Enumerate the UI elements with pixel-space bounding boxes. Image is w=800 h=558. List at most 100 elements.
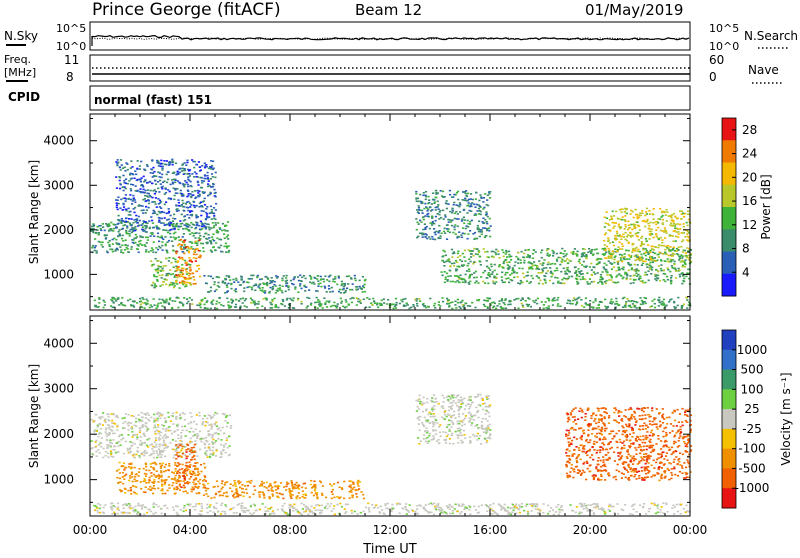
echo-cell (649, 213, 651, 215)
echo-cell (345, 299, 347, 301)
echo-cell (224, 237, 226, 239)
echo-cell (142, 205, 144, 207)
echo-cell (228, 436, 230, 438)
echo-cell (484, 270, 486, 272)
echo-cell (195, 197, 197, 199)
echo-cell (149, 181, 151, 183)
echo-cell (212, 222, 214, 224)
echo-cell (173, 229, 175, 231)
echo-cell (198, 239, 200, 241)
echo-cell (166, 241, 168, 243)
echo-cell (119, 233, 121, 235)
echo-cell (174, 189, 176, 191)
echo-cell (227, 422, 229, 424)
echo-cell (155, 197, 157, 199)
echo-cell (541, 301, 543, 303)
echo-cell (648, 228, 650, 230)
echo-cell (205, 208, 207, 210)
echo-cell (608, 248, 610, 250)
echo-cell (215, 172, 217, 174)
echo-cell (651, 229, 653, 231)
echo-cell (176, 188, 178, 190)
echo-cell (468, 277, 470, 279)
echo-cell (93, 421, 95, 423)
echo-cell (679, 224, 681, 226)
echo-cell (479, 210, 481, 212)
echo-cell (146, 226, 148, 228)
echo-cell (152, 167, 154, 169)
echo-cell (128, 466, 130, 468)
echo-cell (173, 179, 175, 181)
echo-cell (213, 452, 215, 454)
echo-cell (260, 484, 262, 486)
echo-cell (453, 204, 455, 206)
echo-cell (575, 304, 577, 306)
echo-cell (177, 307, 179, 309)
echo-cell (478, 250, 480, 252)
echo-cell (138, 468, 140, 470)
y-axis-label: Slant Range [km] (27, 160, 41, 264)
echo-cell (275, 304, 277, 306)
echo-cell (172, 161, 174, 163)
echo-cell (180, 249, 182, 251)
echo-cell (333, 302, 335, 304)
echo-cell (125, 188, 127, 190)
echo-cell (127, 183, 129, 185)
echo-cell (277, 488, 279, 490)
echo-cell (117, 219, 119, 221)
echo-cell (554, 263, 556, 265)
echo-cell (189, 431, 191, 433)
echo-cell (263, 495, 265, 497)
echo-cell (215, 209, 217, 211)
echo-cell (153, 418, 155, 420)
echo-cell (258, 301, 260, 303)
echo-cell (119, 188, 121, 190)
echo-cell (150, 466, 152, 468)
echo-cell (536, 266, 538, 268)
echo-cell (125, 209, 127, 211)
echo-cell (241, 279, 243, 281)
colorbar-tick-label: 20 (742, 170, 757, 184)
echo-cell (314, 487, 316, 489)
echo-cell (549, 280, 551, 282)
echo-cell (156, 228, 158, 230)
echo-cell (131, 415, 133, 417)
echo-cell (139, 430, 141, 432)
echo-cell (165, 464, 167, 466)
echo-cell (484, 193, 486, 195)
echo-cell (508, 251, 510, 253)
echo-cell (141, 442, 143, 444)
echo-cell (592, 302, 594, 304)
echo-cell (208, 234, 210, 236)
echo-cell (682, 232, 684, 234)
echo-cell (226, 275, 228, 277)
echo-cell (664, 237, 666, 239)
echo-cell (627, 221, 629, 223)
echo-cell (504, 299, 506, 301)
echo-cell (207, 172, 209, 174)
echo-cell (159, 435, 161, 437)
echo-cell (667, 260, 669, 262)
echo-cell (423, 306, 425, 308)
echo-cell (610, 301, 612, 303)
echo-cell (463, 256, 465, 258)
echo-cell (178, 475, 180, 477)
echo-cell (177, 226, 179, 228)
echo-cell (213, 284, 215, 286)
echo-cell (129, 235, 131, 237)
echo-cell (186, 462, 188, 464)
echo-cell (175, 418, 177, 420)
echo-cell (141, 177, 143, 179)
echo-cell (250, 302, 252, 304)
echo-cell (362, 276, 364, 278)
echo-cell (410, 307, 412, 309)
echo-cell (128, 414, 130, 416)
echo-cell (208, 424, 210, 426)
echo-cell (124, 170, 126, 172)
echo-cell (486, 199, 488, 201)
echo-cell (660, 260, 662, 262)
echo-cell (214, 219, 216, 221)
echo-cell (575, 270, 577, 272)
echo-cell (313, 495, 315, 497)
echo-cell (250, 275, 252, 277)
